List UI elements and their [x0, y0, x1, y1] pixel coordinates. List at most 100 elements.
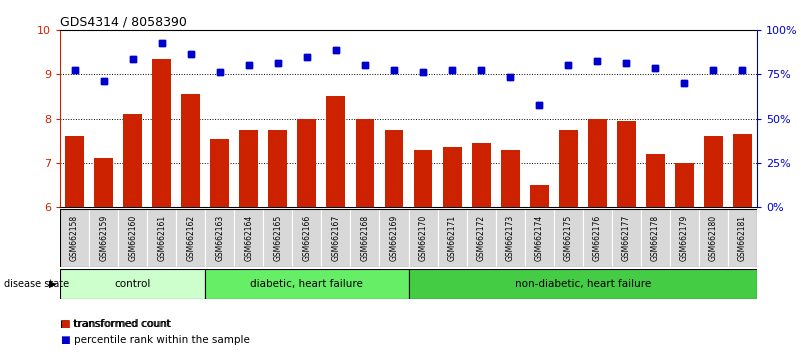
Point	[155, 41, 168, 46]
Bar	[588, 119, 606, 207]
Text: GSM662164: GSM662164	[244, 215, 253, 261]
Bar	[118, 209, 147, 267]
Point	[417, 69, 429, 75]
Point	[445, 67, 458, 73]
Bar	[559, 130, 578, 207]
Bar	[582, 209, 612, 267]
Bar	[617, 121, 636, 207]
Bar	[205, 209, 234, 267]
Bar	[413, 149, 433, 207]
Bar	[123, 114, 142, 207]
Bar	[65, 136, 84, 207]
Text: GSM662167: GSM662167	[332, 215, 340, 261]
Point	[213, 69, 226, 75]
Text: GSM662177: GSM662177	[622, 215, 630, 261]
Point	[649, 65, 662, 70]
Point	[417, 69, 429, 75]
Bar	[327, 96, 345, 207]
Point	[649, 65, 662, 70]
Point	[707, 67, 720, 73]
Bar	[292, 209, 321, 267]
Bar	[268, 130, 288, 207]
Bar	[409, 209, 437, 267]
Bar	[297, 119, 316, 207]
Bar	[704, 136, 723, 207]
Text: GSM662163: GSM662163	[215, 215, 224, 261]
Point	[184, 52, 197, 57]
Point	[475, 67, 488, 73]
Bar	[698, 209, 728, 267]
Bar	[409, 269, 757, 299]
Text: GSM662159: GSM662159	[99, 215, 108, 261]
Bar	[60, 209, 89, 267]
Text: ▶: ▶	[49, 279, 56, 289]
Text: GSM662162: GSM662162	[187, 215, 195, 261]
Text: GSM662160: GSM662160	[128, 215, 137, 261]
Bar	[670, 209, 698, 267]
Point	[184, 52, 197, 57]
Point	[591, 58, 604, 64]
Bar	[728, 209, 757, 267]
Point	[533, 102, 545, 108]
Text: GSM662165: GSM662165	[273, 215, 282, 261]
Bar	[211, 138, 229, 207]
Point	[300, 54, 313, 59]
Point	[445, 67, 458, 73]
Point	[562, 63, 574, 68]
Bar	[641, 209, 670, 267]
Bar	[437, 209, 466, 267]
Point	[272, 61, 284, 66]
Text: ■: ■	[60, 319, 70, 329]
Text: GSM662171: GSM662171	[448, 215, 457, 261]
Point	[475, 67, 488, 73]
Point	[388, 67, 400, 73]
Bar	[612, 209, 641, 267]
Text: non-diabetic, heart failure: non-diabetic, heart failure	[514, 279, 651, 289]
Bar	[553, 209, 582, 267]
Bar	[147, 209, 176, 267]
Point	[300, 54, 313, 59]
Text: ■ transformed count: ■ transformed count	[60, 319, 171, 329]
Text: GSM662158: GSM662158	[70, 215, 79, 261]
Bar	[380, 209, 409, 267]
Bar	[152, 59, 171, 207]
Bar	[496, 209, 525, 267]
Bar	[181, 94, 200, 207]
Text: GSM662166: GSM662166	[303, 215, 312, 261]
Point	[533, 102, 545, 108]
Bar	[95, 159, 113, 207]
Bar	[443, 147, 461, 207]
Point	[591, 58, 604, 64]
Bar	[472, 143, 490, 207]
Point	[359, 63, 372, 68]
Point	[504, 74, 517, 79]
Point	[359, 63, 372, 68]
Text: GSM662180: GSM662180	[709, 215, 718, 261]
Text: GSM662170: GSM662170	[419, 215, 428, 261]
Bar	[89, 209, 118, 267]
Point	[97, 78, 110, 84]
Bar	[646, 154, 665, 207]
Text: transformed count: transformed count	[74, 319, 171, 329]
Text: diabetic, heart failure: diabetic, heart failure	[251, 279, 364, 289]
Text: ■: ■	[60, 335, 70, 345]
Point	[562, 63, 574, 68]
Bar	[264, 209, 292, 267]
Point	[68, 67, 81, 73]
Bar	[525, 209, 553, 267]
Bar	[234, 209, 264, 267]
Text: GSM662172: GSM662172	[477, 215, 485, 261]
Point	[127, 56, 139, 62]
Point	[243, 63, 256, 68]
Point	[272, 61, 284, 66]
Point	[678, 80, 690, 86]
Point	[243, 63, 256, 68]
Text: GSM662181: GSM662181	[738, 215, 747, 261]
Point	[329, 47, 342, 53]
Bar	[733, 134, 752, 207]
Text: GSM662175: GSM662175	[564, 215, 573, 261]
Bar	[529, 185, 549, 207]
Bar	[356, 119, 374, 207]
Point	[213, 69, 226, 75]
Text: disease state: disease state	[4, 279, 69, 289]
